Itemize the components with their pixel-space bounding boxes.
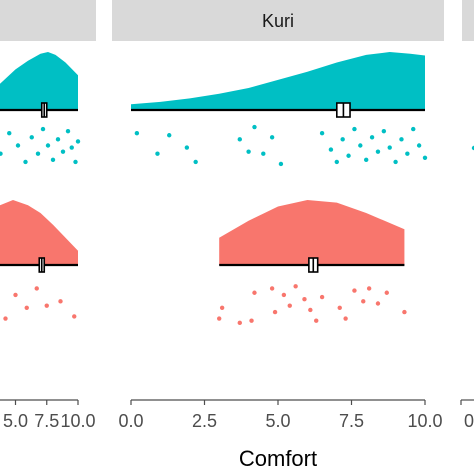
point-p2-g2-18 [361,299,366,304]
x-tick-label-1-4: 7.5 [34,411,59,431]
point-p3-g1-1 [471,145,474,151]
x-tick-label-3-1: 0.0 [464,411,474,431]
point-p2-g1-20 [369,135,375,140]
point-p2-g1-18 [358,143,363,148]
point-p1-g1-14 [55,137,61,142]
point-p1-g1-17 [69,145,74,150]
point-p2-g2-17 [352,288,357,293]
point-p1-g1-10 [35,151,41,156]
point-p1-g2-7 [24,305,29,310]
density-p1-g2 [0,200,78,265]
point-p2-g1-7 [246,149,251,154]
point-p2-g2-8 [281,292,287,298]
point-p2-g1-29 [422,155,428,160]
point-p2-g1-6 [237,137,242,142]
point-p1-g2-9 [44,303,49,308]
point-p2-g1-1 [134,131,140,136]
point-p1-g2-11 [72,314,77,319]
x-tick-label-2-3: 5.0 [265,411,290,431]
point-p2-g1-3 [167,133,172,138]
point-p1-g2-6 [13,292,18,298]
density-p2-g2 [219,200,405,265]
point-p1-g1-16 [65,128,71,134]
point-p2-g1-5 [193,159,198,165]
point-p2-g1-14 [334,159,339,165]
point-p2-g2-14 [319,294,325,300]
point-p2-g1-12 [319,131,325,136]
point-p2-g2-1 [217,316,222,321]
point-p1-g1-19 [75,139,81,144]
x-tick-label-2-5: 10.0 [407,411,442,431]
point-p2-g2-21 [384,290,389,295]
point-p2-g1-8 [252,124,257,130]
density-p1-g1 [0,52,78,110]
point-p1-g2-8 [34,286,39,291]
point-p2-g1-9 [261,151,266,156]
point-p2-g2-6 [269,286,275,291]
point-p2-g2-9 [287,303,292,308]
point-p2-g2-4 [249,318,254,323]
point-p2-g1-25 [399,137,404,142]
point-p1-g1-7 [15,143,21,148]
point-p2-g2-7 [272,309,278,315]
point-p1-g1-13 [50,157,56,163]
point-p1-g2-5 [3,316,8,321]
panel-strip-2 [112,0,444,41]
point-p2-g2-10 [293,284,298,289]
point-p1-g1-18 [73,159,78,165]
point-p2-g1-4 [184,145,190,150]
point-p2-g2-2 [219,305,225,310]
point-p2-g1-19 [364,157,369,163]
point-p1-g1-15 [60,149,66,154]
point-p1-g1-12 [45,143,51,148]
point-p2-g2-22 [402,309,407,315]
point-p2-g2-16 [343,316,348,321]
point-p2-g1-26 [405,151,410,156]
point-p2-g2-11 [302,297,307,302]
point-p2-g2-20 [375,301,381,306]
point-p2-g1-27 [411,126,416,132]
point-p1-g1-11 [40,126,46,132]
point-p2-g1-15 [340,137,345,142]
point-p2-g1-10 [269,135,275,140]
point-p2-g1-16 [346,153,351,158]
point-p2-g1-21 [375,149,381,154]
x-tick-label-2-1: 0.0 [118,411,143,431]
point-p2-g2-19 [366,286,372,291]
x-tick-label-1-5: 10.0 [60,411,95,431]
point-p1-g1-5 [0,151,3,156]
point-p2-g1-17 [352,126,357,132]
point-p2-g1-11 [278,161,284,167]
point-p2-g1-23 [387,145,392,150]
point-p2-g1-28 [416,143,422,148]
x-tick-label-2-4: 7.5 [339,411,364,431]
point-p1-g2-10 [58,299,63,304]
point-p2-g1-13 [328,147,334,152]
point-p2-g2-3 [237,320,242,326]
point-p2-g2-15 [337,305,342,310]
point-p1-g1-6 [7,131,12,136]
density-p2-g1 [131,52,425,110]
panel-strip-1 [0,0,96,41]
panel-strip-3 [462,0,474,41]
point-p2-g1-2 [155,151,160,156]
point-p2-g2-13 [314,318,319,323]
point-p2-g1-22 [381,128,387,134]
point-p2-g1-24 [393,159,398,165]
point-p2-g2-12 [308,307,313,313]
x-tick-label-2-2: 2.5 [192,411,217,431]
x-axis-title: Comfort [239,446,317,471]
panel-strip-label-2: Kuri [262,11,294,31]
point-p2-g2-5 [252,290,257,295]
x-tick-label-1-3: 5.0 [3,411,28,431]
point-p1-g1-8 [23,159,28,165]
point-p1-g1-9 [29,135,34,140]
